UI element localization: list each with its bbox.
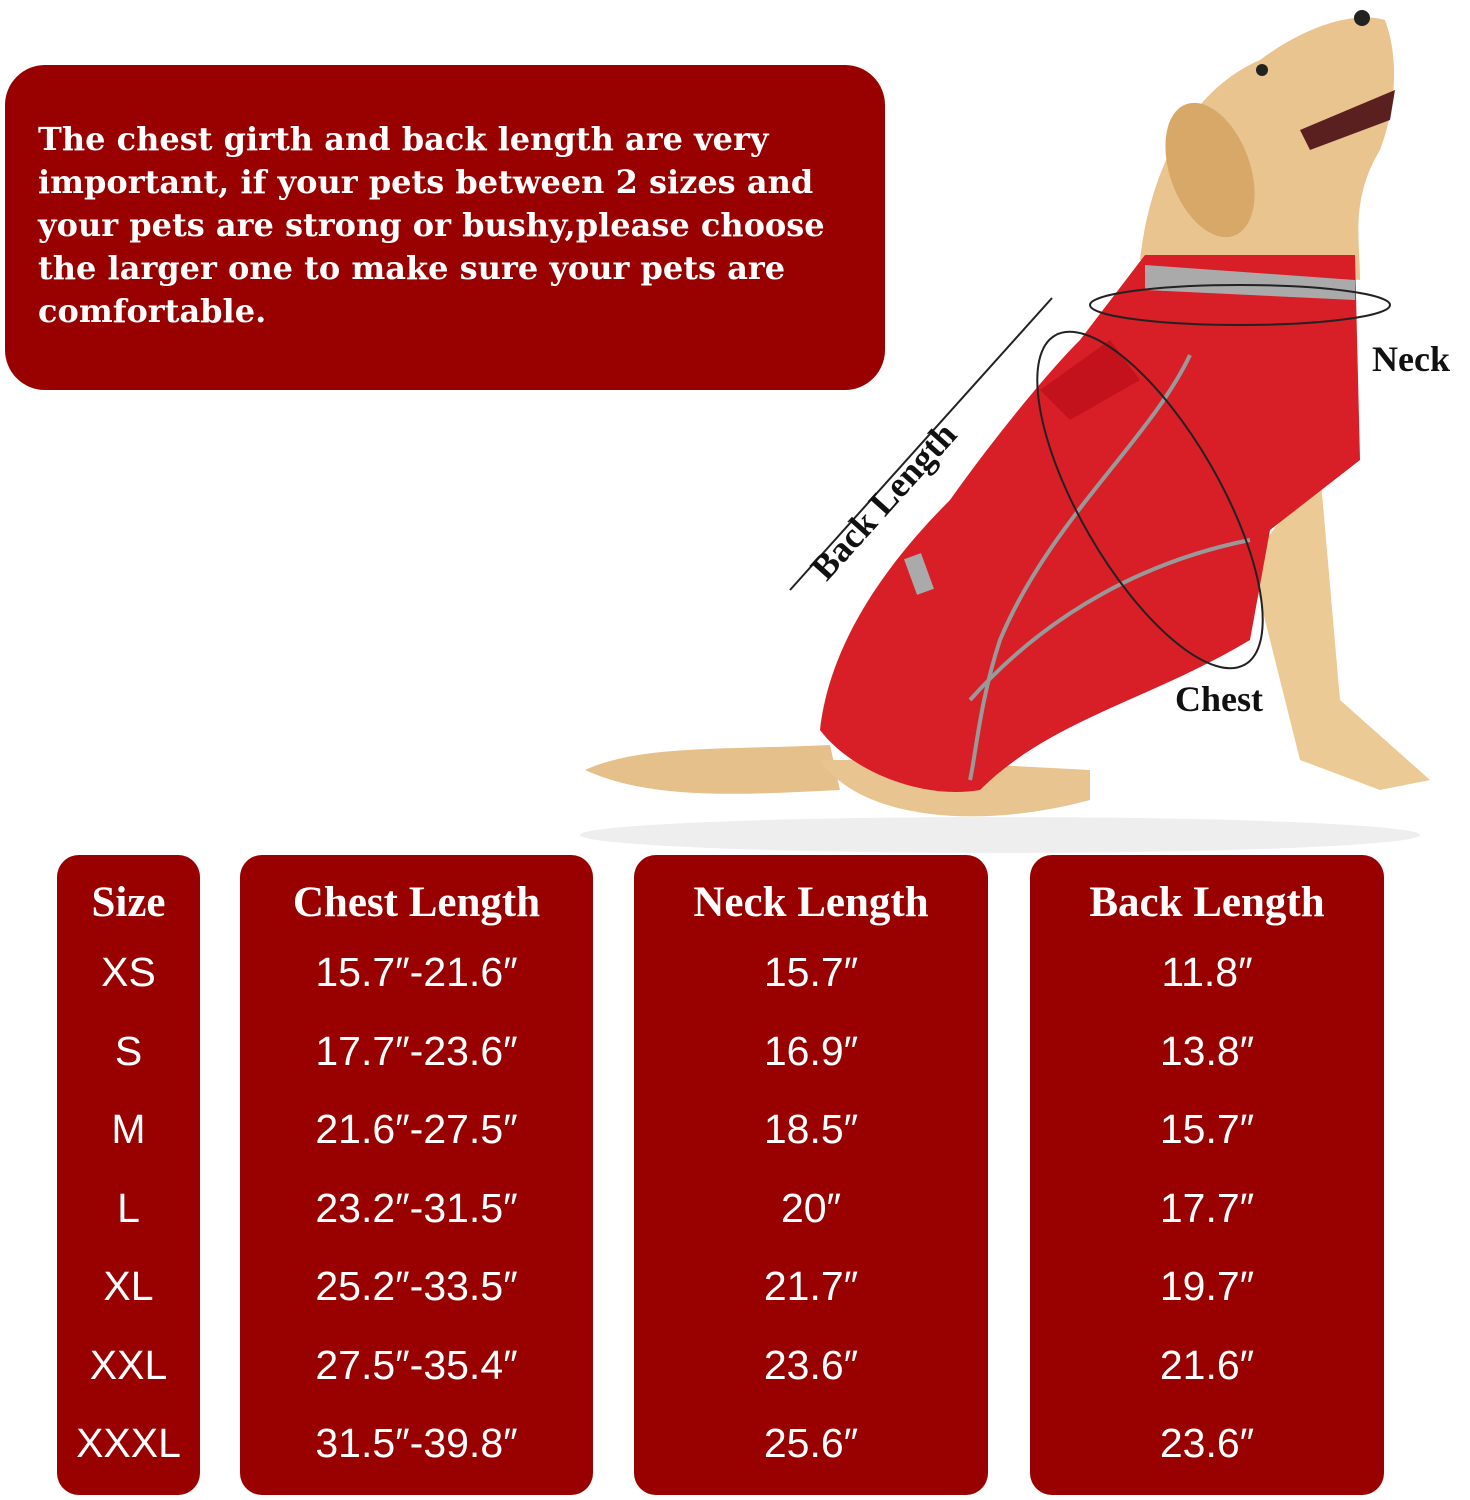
- back-cell: 17.7″: [1159, 1184, 1255, 1231]
- size-cell: XL: [103, 1263, 154, 1309]
- neck-cell: 23.6″: [763, 1341, 859, 1388]
- back-length-header: Back Length: [1089, 879, 1325, 926]
- neck-length-column: Neck Length 15.7″ 16.9″ 18.5″ 20″ 21.7″ …: [634, 855, 988, 1495]
- chest-cell: 25.2″-33.5″: [315, 1263, 518, 1309]
- chest-cell: 17.7″-23.6″: [315, 1027, 518, 1074]
- size-cell: XXL: [89, 1341, 168, 1388]
- back-cell: 19.7″: [1159, 1263, 1255, 1309]
- neck-cell: 18.5″: [763, 1106, 859, 1152]
- chest-cell: 15.7″-21.6″: [315, 949, 518, 995]
- sizing-advice-note: The chest girth and back length are very…: [5, 65, 885, 390]
- chest-cell: 31.5″-39.8″: [315, 1420, 518, 1466]
- back-cell: 13.8″: [1159, 1027, 1255, 1074]
- chest-label: Chest: [1175, 679, 1263, 719]
- size-cell: XXXL: [76, 1420, 181, 1466]
- size-cell: S: [114, 1027, 143, 1074]
- size-cell: L: [117, 1184, 140, 1231]
- size-cell: XS: [101, 949, 156, 995]
- neck-cell: 16.9″: [763, 1027, 859, 1074]
- back-cell: 15.7″: [1159, 1106, 1255, 1152]
- back-cell: 23.6″: [1159, 1420, 1255, 1466]
- size-header: Size: [91, 879, 166, 926]
- chest-cell: 27.5″-35.4″: [315, 1341, 518, 1388]
- chest-length-column: Chest Length 15.7″-21.6″ 17.7″-23.6″ 21.…: [240, 855, 593, 1495]
- size-column: Size XS S M L XL XXL XXXL: [57, 855, 200, 1495]
- chest-cell: 21.6″-27.5″: [315, 1106, 518, 1152]
- neck-label: Neck: [1372, 339, 1450, 379]
- neck-length-header: Neck Length: [693, 879, 929, 926]
- dog-in-red-coat-image: [580, 10, 1430, 853]
- chest-cell: 23.2″-31.5″: [315, 1184, 518, 1231]
- back-cell: 21.6″: [1159, 1341, 1255, 1388]
- back-cell: 11.8″: [1161, 949, 1253, 995]
- neck-cell: 25.6″: [763, 1420, 859, 1466]
- neck-cell: 20″: [780, 1184, 842, 1231]
- neck-cell: 21.7″: [763, 1263, 859, 1309]
- chest-length-header: Chest Length: [292, 879, 541, 926]
- size-cell: M: [111, 1106, 146, 1152]
- neck-cell: 15.7″: [763, 949, 859, 995]
- back-length-column: Back Length 11.8″ 13.8″ 15.7″ 17.7″ 19.7…: [1030, 855, 1384, 1495]
